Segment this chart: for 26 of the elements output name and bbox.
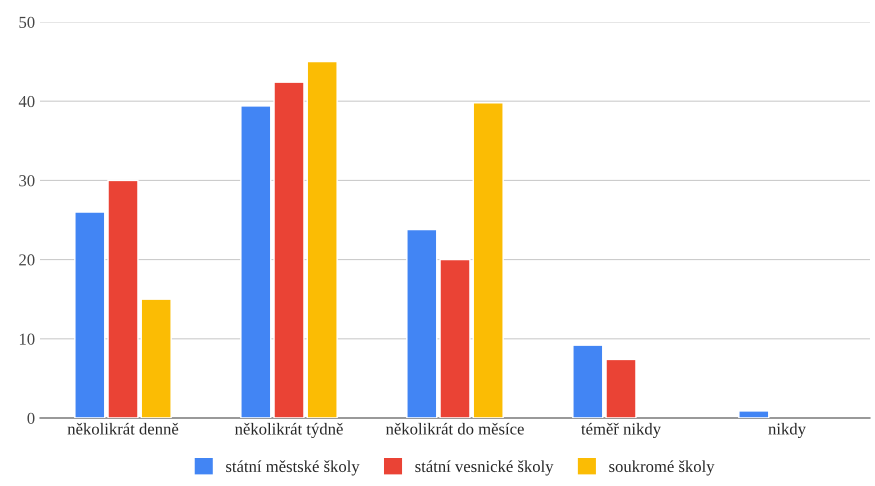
bar: [439, 258, 471, 418]
legend-label: státní městské školy: [226, 460, 360, 476]
bar: [605, 358, 637, 418]
y-tick-label: 0: [27, 412, 35, 424]
y-tick-label: 20: [19, 254, 35, 266]
x-tick-label: několikrát týdně: [235, 422, 343, 438]
bar: [140, 298, 172, 418]
y-tick-label: 30: [19, 175, 35, 186]
bar: [74, 211, 106, 418]
y-tick-label: 10: [20, 334, 35, 345]
bar: [240, 105, 272, 418]
bar: [406, 228, 438, 418]
x-tick-label: nikdy: [768, 422, 806, 438]
legend-label: státní vesnické školy: [415, 460, 554, 476]
bar: [107, 180, 139, 418]
legend-label: soukromé školy: [609, 460, 715, 476]
y-tick-label: 40: [18, 96, 35, 108]
bar: [306, 60, 338, 418]
bar: [472, 102, 504, 418]
bar: [572, 344, 604, 418]
bar: [273, 81, 305, 418]
x-tick-label: několikrát denně: [68, 422, 178, 435]
y-tick-label: 50: [19, 16, 35, 28]
x-tick-label: několikrát do měsíce: [386, 422, 524, 435]
x-tick-label: téměř nikdy: [581, 422, 661, 438]
bar: [738, 410, 770, 418]
